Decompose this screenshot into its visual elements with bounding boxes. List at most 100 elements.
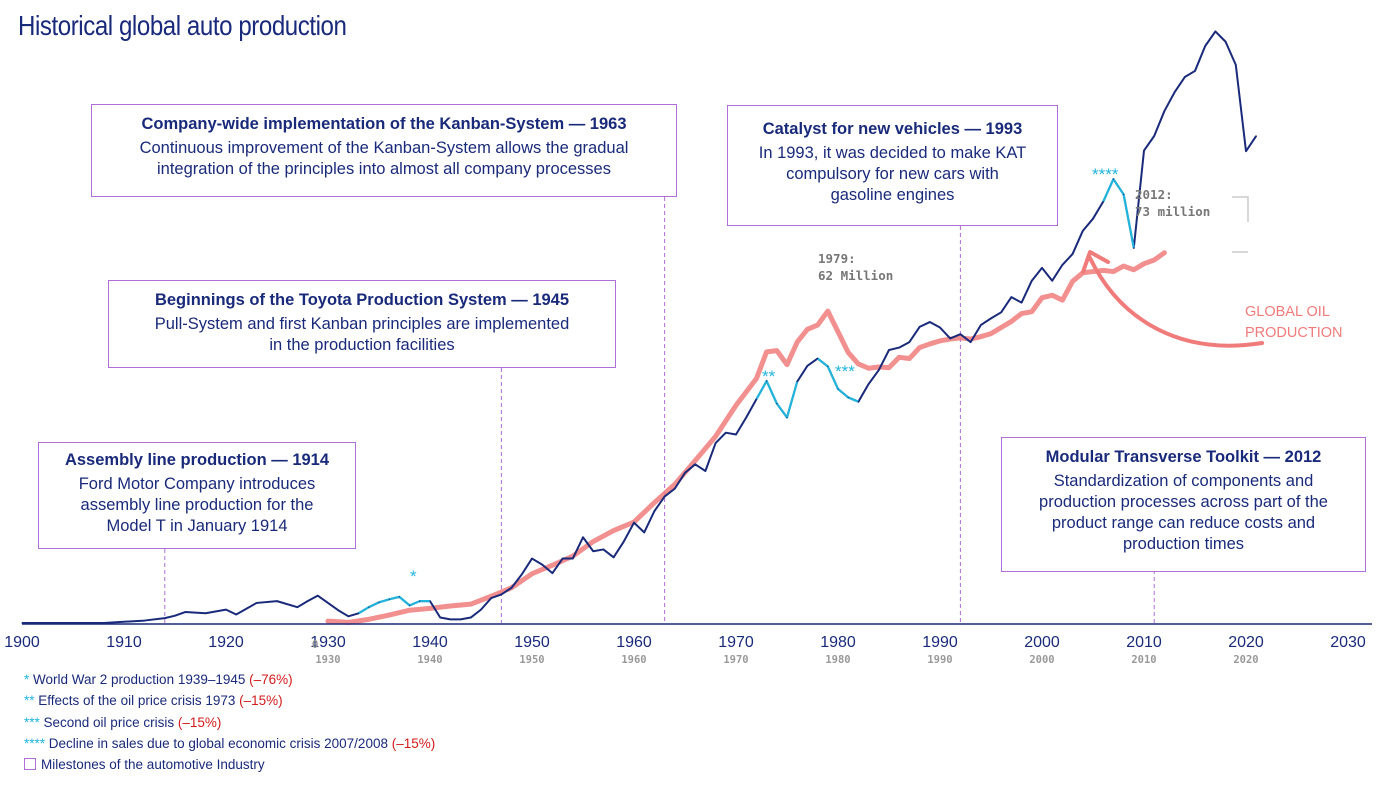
milestone-box-2012: Modular Transverse Toolkit — 2012 Standa… bbox=[1001, 437, 1366, 572]
oil-label-arrow bbox=[1088, 256, 1264, 348]
data-point bbox=[929, 321, 931, 323]
x-tick-label: 1910 bbox=[106, 634, 142, 651]
legend-item: ** Effects of the oil price crisis 1973 … bbox=[24, 693, 283, 709]
data-point bbox=[164, 617, 166, 619]
data-point bbox=[1082, 230, 1084, 232]
data-point bbox=[347, 615, 349, 617]
milestone-text: Standardization of components and product… bbox=[1039, 472, 1328, 553]
x-tick-label: 2020 bbox=[1228, 634, 1264, 651]
data-point bbox=[725, 432, 727, 434]
x-tick-labels: 1900 1910 1920 1930 1940 1950 1960 1970 1980 1990… bbox=[4, 634, 1366, 651]
annotation-1979-value: 62 Million bbox=[818, 268, 893, 283]
data-point bbox=[1000, 311, 1002, 313]
legend-item: * World War 2 production 1939–1945 (–76%… bbox=[24, 672, 293, 687]
crisis-highlight-segment bbox=[1102, 178, 1135, 249]
data-point bbox=[959, 333, 962, 335]
legend-item: **** Decline in sales due to global econ… bbox=[24, 735, 436, 751]
data-point bbox=[205, 612, 207, 614]
data-point bbox=[317, 595, 319, 597]
data-point bbox=[531, 557, 533, 560]
data-point bbox=[704, 470, 707, 472]
data-point bbox=[582, 536, 584, 538]
data-point bbox=[123, 621, 125, 623]
data-point bbox=[480, 609, 482, 611]
data-point bbox=[1245, 150, 1247, 152]
data-point bbox=[715, 442, 717, 444]
x-tick-label-secondary: 1980 bbox=[825, 654, 850, 666]
x-tick-label: 1940 bbox=[412, 634, 448, 651]
x-tick-label-secondary: 1970 bbox=[723, 654, 748, 666]
milestone-box-1914: Assembly line production — 1914 Ford Mot… bbox=[38, 442, 356, 549]
data-point bbox=[592, 550, 594, 552]
data-point bbox=[1143, 149, 1145, 152]
x-tick-label-secondary: 1960 bbox=[621, 654, 646, 666]
data-point bbox=[256, 602, 258, 604]
star-oil-crisis-1979: *** bbox=[835, 362, 855, 381]
data-point bbox=[1092, 218, 1094, 220]
data-point bbox=[460, 618, 462, 620]
data-point bbox=[337, 609, 339, 611]
data-point bbox=[1194, 70, 1196, 72]
milestone-square-icon bbox=[24, 758, 36, 771]
data-point bbox=[847, 396, 849, 399]
data-point bbox=[174, 615, 176, 617]
data-point bbox=[878, 369, 880, 371]
data-point bbox=[1051, 280, 1053, 282]
star-oil-crisis-1973: ** bbox=[762, 367, 776, 386]
data-point bbox=[572, 557, 574, 560]
data-point bbox=[225, 609, 227, 611]
data-point bbox=[949, 337, 951, 340]
data-point bbox=[541, 564, 543, 566]
milestone-heading: Company-wide implementation of the Kanba… bbox=[141, 115, 627, 133]
data-point bbox=[888, 349, 890, 351]
x-tick-label-secondary: 1950 bbox=[519, 654, 544, 666]
data-point bbox=[449, 618, 451, 620]
x-tick-label: 1960 bbox=[616, 634, 652, 651]
data-point bbox=[643, 531, 645, 534]
crisis-highlight-segment bbox=[358, 595, 430, 615]
bracket-2012 bbox=[1232, 196, 1249, 253]
milestone-text: Ford Motor Company introduces assembly li… bbox=[78, 475, 316, 535]
page-title: Historical global auto production bbox=[18, 10, 347, 41]
data-point bbox=[1021, 301, 1023, 304]
data-point bbox=[623, 540, 625, 543]
data-point bbox=[990, 317, 992, 319]
data-point bbox=[1204, 45, 1206, 47]
data-point bbox=[868, 383, 870, 385]
data-point bbox=[664, 495, 666, 498]
data-point bbox=[398, 596, 400, 598]
data-point bbox=[1112, 178, 1114, 180]
data-point bbox=[1010, 296, 1013, 298]
milestone-text: Continuous improvement of the Kanban-Sys… bbox=[139, 139, 629, 178]
data-point bbox=[358, 612, 360, 614]
data-point bbox=[694, 463, 696, 465]
milestone-box-1945: Beginnings of the Toyota Production Syst… bbox=[108, 280, 616, 368]
data-point bbox=[1123, 193, 1125, 195]
data-point bbox=[817, 357, 819, 360]
data-point bbox=[970, 341, 972, 343]
data-point bbox=[1255, 135, 1257, 137]
x-tick-label: 1990 bbox=[922, 634, 958, 651]
oil-label-arrowhead bbox=[1081, 250, 1110, 274]
oil-production-line bbox=[325, 250, 1167, 625]
oil-label-line2: PRODUCTION bbox=[1245, 325, 1342, 341]
data-point bbox=[980, 324, 982, 326]
data-point bbox=[296, 606, 298, 608]
annotation-2012-year: 2012: bbox=[1135, 187, 1173, 202]
data-point bbox=[409, 604, 411, 606]
milestone-box-1993: Catalyst for new vehicles — 1993 In 1993… bbox=[727, 105, 1058, 226]
x-tick-label: 1900 bbox=[4, 634, 40, 651]
data-point bbox=[1214, 30, 1216, 33]
data-point bbox=[1153, 135, 1155, 137]
data-point bbox=[602, 548, 605, 551]
data-point bbox=[1163, 110, 1165, 112]
data-point bbox=[143, 619, 145, 622]
data-point bbox=[745, 416, 747, 419]
data-point bbox=[653, 510, 656, 512]
data-point bbox=[276, 600, 278, 602]
data-point bbox=[857, 401, 860, 403]
data-point bbox=[521, 573, 523, 575]
data-point bbox=[388, 598, 390, 600]
data-point bbox=[1174, 91, 1176, 93]
